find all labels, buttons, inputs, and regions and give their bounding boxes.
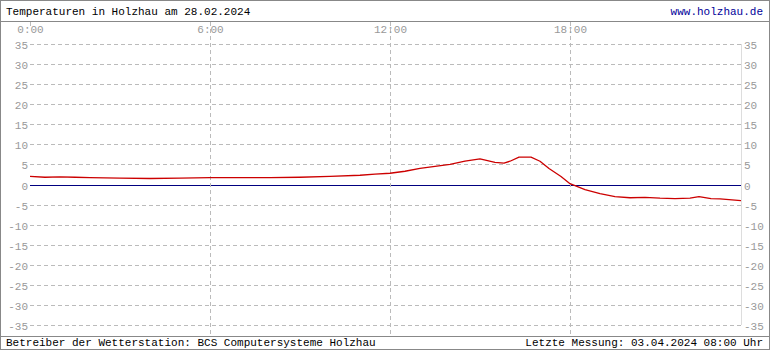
- footer-left: Betreiber der Wetterstation: BCS Compute…: [6, 337, 376, 349]
- y-tick-label-right: 10: [744, 140, 757, 152]
- y-tick-label: 30: [15, 60, 28, 72]
- y-tick-label: 5: [21, 160, 28, 172]
- y-tick-label-right: -15: [744, 241, 764, 253]
- x-tick-label: 6:00: [197, 24, 223, 36]
- x-range-end: [741, 44, 742, 325]
- grid-line-y: [30, 104, 741, 105]
- y-tick-label: -10: [8, 221, 28, 233]
- y-tick-label-right: 15: [744, 120, 757, 132]
- header-line: [0, 21, 770, 22]
- grid-line-x: [570, 22, 571, 336]
- x-tick-label: 0:00: [17, 24, 43, 36]
- grid-line-y: [30, 225, 741, 226]
- grid-line-y: [30, 265, 741, 266]
- y-tick-label-right: -5: [744, 201, 757, 213]
- y-tick-label-right: -25: [744, 281, 764, 293]
- y-tick-label-right: -30: [744, 301, 764, 313]
- y-tick-label: -15: [8, 241, 28, 253]
- y-tick-label-right: 20: [744, 100, 757, 112]
- y-tick-label-right: 0: [744, 181, 751, 193]
- y-tick-label-right: 30: [744, 60, 757, 72]
- y-tick-label: -35: [8, 321, 28, 333]
- grid-line-y: [30, 164, 741, 165]
- y-tick-label-right: 25: [744, 80, 757, 92]
- y-tick-label-right: -35: [744, 321, 764, 333]
- y-tick-label: 25: [15, 80, 28, 92]
- grid-line-y: [30, 285, 741, 286]
- grid-line-y: [30, 124, 741, 125]
- y-tick-label: 10: [15, 140, 28, 152]
- grid-line-y: [30, 325, 741, 326]
- grid-line-y: [30, 305, 741, 306]
- y-tick-label-right: -20: [744, 261, 764, 273]
- temperature-line: [30, 157, 741, 200]
- y-tick-label-right: 5: [744, 160, 751, 172]
- y-tick-label: -20: [8, 261, 28, 273]
- grid-line-y: [30, 64, 741, 65]
- grid-line-x: [210, 22, 211, 336]
- y-tick-label: -5: [15, 201, 28, 213]
- x-tick-label: 12:00: [374, 24, 407, 36]
- link[interactable]: www.holzhau.de: [671, 6, 763, 18]
- grid-line-y: [30, 144, 741, 145]
- grid-line-y: [30, 185, 741, 186]
- y-tick-label: -30: [8, 301, 28, 313]
- x-tick-label: 18:00: [554, 24, 587, 36]
- y-tick-label: 20: [15, 100, 28, 112]
- footer-right: Letzte Messung: 03.04.2024 08:00 Uhr: [525, 337, 763, 349]
- y-tick-label: 35: [15, 40, 28, 52]
- grid-line-y: [30, 84, 741, 85]
- y-tick-label: 15: [15, 120, 28, 132]
- y-tick-label-right: -10: [744, 221, 764, 233]
- grid-line-y: [30, 44, 741, 45]
- title: Temperaturen in Holzhau am 28.02.2024: [6, 6, 251, 18]
- grid-line-y: [30, 205, 741, 206]
- y-tick-label-right: 35: [744, 40, 757, 52]
- chart: Temperaturen in Holzhau am 28.02.2024 www…: [0, 0, 770, 350]
- grid-line-y: [30, 245, 741, 246]
- plot-area: [30, 157, 741, 200]
- y-tick-label: -25: [8, 281, 28, 293]
- grid-line-x: [390, 22, 391, 336]
- y-tick-label: 0: [21, 181, 28, 193]
- frame: [1, 1, 770, 350]
